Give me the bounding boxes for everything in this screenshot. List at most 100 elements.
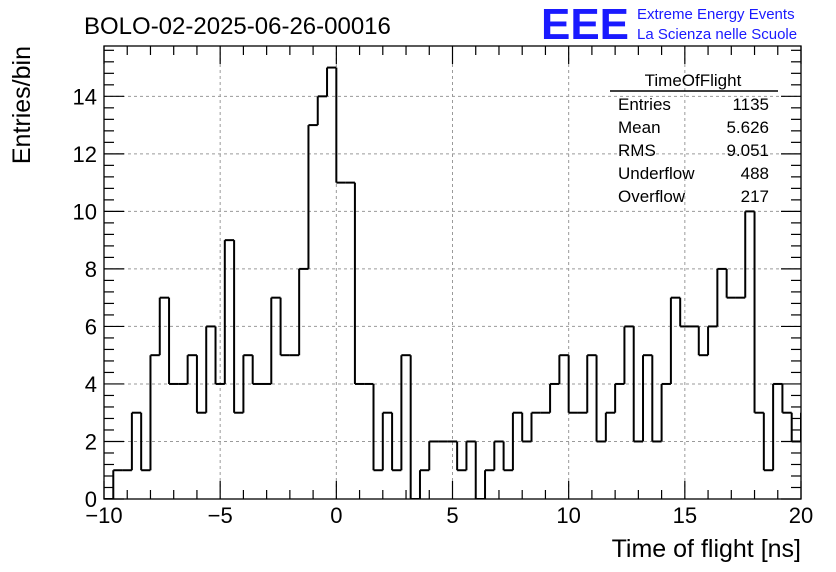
y-tick-label: 4 <box>85 372 97 397</box>
histogram-bin <box>428 440 439 471</box>
histogram-bin <box>642 354 653 442</box>
histogram-bin <box>474 441 486 499</box>
stats-value: 9.051 <box>726 141 769 160</box>
histogram-bin <box>651 355 662 443</box>
histogram-bin <box>353 182 365 385</box>
stats-label: Entries <box>618 95 671 114</box>
histogram-bin <box>725 268 736 299</box>
run-title: BOLO-02-2025-06-26-00016 <box>84 13 391 40</box>
histogram-bin <box>502 441 513 472</box>
histogram-bin <box>707 325 718 356</box>
x-tick-label: 15 <box>673 503 697 528</box>
stats-value: 1135 <box>732 95 769 114</box>
histogram-bin <box>307 124 318 269</box>
histogram-bin <box>456 441 467 472</box>
histogram-bin <box>558 354 569 384</box>
x-axis-title: Time of flight [ns] <box>612 535 801 563</box>
stats-label: Overflow <box>618 187 686 206</box>
histogram-bin <box>130 411 142 471</box>
histogram-bin <box>790 412 801 443</box>
histogram-bin <box>567 355 578 414</box>
histogram-bin <box>205 325 216 413</box>
histogram-bin <box>762 412 774 472</box>
eee-logo: EEE Extreme Energy Events La Scienza nel… <box>541 0 797 49</box>
histogram-bin <box>335 67 346 184</box>
stats-label: Mean <box>618 118 661 137</box>
histogram-bin <box>772 382 783 471</box>
x-tick-label: −10 <box>85 503 122 528</box>
histogram-bin <box>168 297 179 385</box>
logo-line2: La Scienza nelle Scuole <box>637 26 797 43</box>
stats-value: 488 <box>741 164 769 183</box>
histogram-bin <box>493 440 504 471</box>
x-tick-label: 0 <box>330 503 342 528</box>
histogram-bin <box>660 382 671 442</box>
histogram-bin <box>381 411 393 471</box>
grid-lines <box>104 46 801 499</box>
y-tick-label: 0 <box>85 487 97 512</box>
y-tick-label: 10 <box>73 199 97 224</box>
histogram-bin <box>140 412 151 472</box>
histogram-bin <box>753 211 764 414</box>
histogram-bin <box>418 469 430 499</box>
histogram-bin <box>521 412 532 443</box>
histogram-bin <box>242 354 253 413</box>
histogram-bin <box>800 412 801 442</box>
y-tick-label: 6 <box>85 314 97 339</box>
histogram-bin <box>158 296 170 356</box>
histogram-bin <box>270 296 281 384</box>
histogram-bin <box>604 411 616 442</box>
y-tick-label: 2 <box>85 429 97 454</box>
histogram-bin <box>820 384 829 442</box>
histogram-bin <box>409 355 420 499</box>
histogram-bin <box>632 326 644 443</box>
histogram-bin <box>298 267 309 356</box>
histogram-bin <box>781 383 792 414</box>
histogram-bin <box>679 297 690 328</box>
histogram-bin <box>549 382 560 413</box>
histogram-bin <box>326 66 337 97</box>
stats-box: TimeOfFlight Entries 1135 Mean 5.626 RMS 9.05… <box>610 71 778 206</box>
histogram-bin <box>279 297 290 357</box>
histogram-bin <box>391 412 402 472</box>
histogram-bin <box>586 354 597 413</box>
x-tick-label: −5 <box>208 503 233 528</box>
y-tick-label: 8 <box>85 257 97 282</box>
stats-label: RMS <box>618 141 656 160</box>
x-tick-label: 5 <box>446 503 458 528</box>
logo-line1: Extreme Energy Events <box>637 6 795 23</box>
axis-tick-labels: −10 −5 0 5 10 15 20 0 2 4 6 8 10 12 14 <box>73 84 814 528</box>
histogram-bin <box>697 326 709 357</box>
histogram-bin <box>372 383 383 472</box>
y-axis-title: Entries/bin <box>8 46 36 164</box>
histogram-bin <box>623 325 634 384</box>
stats-value: 217 <box>741 187 769 206</box>
x-tick-label: 20 <box>789 503 813 528</box>
histogram-bin <box>810 384 819 413</box>
histogram-bin <box>316 95 328 126</box>
histogram-bin <box>530 411 541 442</box>
y-tick-label: 12 <box>73 142 97 167</box>
histogram-bin <box>595 355 606 443</box>
histogram-bin <box>465 440 476 471</box>
stats-title: TimeOfFlight <box>645 71 742 90</box>
histogram-bin <box>233 240 244 414</box>
y-tick-label: 14 <box>73 84 97 109</box>
stats-value: 5.626 <box>726 118 769 137</box>
histogram-bin <box>614 382 625 413</box>
stats-label: Underflow <box>618 164 695 183</box>
histogram-bin <box>400 354 411 471</box>
histogram-bin <box>716 267 727 327</box>
x-tick-label: 10 <box>556 503 580 528</box>
histogram-bin <box>511 411 523 471</box>
histogram-bin <box>829 413 836 442</box>
histogram-bin <box>484 469 495 499</box>
histogram-bin <box>251 355 262 385</box>
histogram-bin <box>669 296 681 384</box>
histogram-bin <box>214 326 225 385</box>
axis-ticks <box>103 46 802 500</box>
histogram-bin <box>744 210 755 298</box>
histogram-bin <box>186 354 197 384</box>
